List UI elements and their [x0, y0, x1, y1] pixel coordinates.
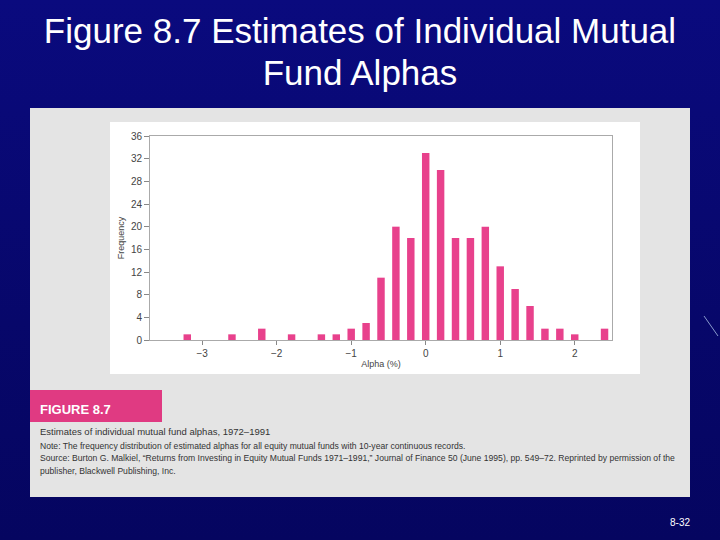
svg-text:16: 16	[131, 244, 143, 255]
svg-text:Frequency: Frequency	[116, 216, 126, 259]
svg-text:4: 4	[136, 312, 142, 323]
svg-text:28: 28	[131, 176, 143, 187]
svg-text:Alpha (%): Alpha (%)	[361, 359, 401, 369]
svg-text:36: 36	[131, 131, 143, 142]
html-text:8-32: 8-32	[670, 517, 690, 528]
svg-text:24: 24	[131, 199, 143, 210]
svg-text:20: 20	[131, 221, 143, 232]
svg-text:12: 12	[131, 267, 143, 278]
html-text:FIGURE 8.7: FIGURE 8.7	[40, 402, 111, 417]
svg-text:−2: −2	[271, 348, 283, 359]
svg-text:1: 1	[497, 348, 503, 359]
svg-text:0: 0	[423, 348, 429, 359]
svg-text:0: 0	[136, 335, 142, 346]
svg-text:32: 32	[131, 153, 143, 164]
html-text:Source: Burton G. Malkiel, “Re: Source: Burton G. Malkiel, “Returns from…	[40, 453, 675, 476]
html-text:Figure 8.7 Estimates of Indivi: Figure 8.7 Estimates of Individual Mutua…	[43, 11, 677, 92]
svg-text:2: 2	[572, 348, 578, 359]
html-text:Estimates of individual mutual: Estimates of individual mutual fund alph…	[40, 426, 271, 437]
html-text:Note: The frequency distributi: Note: The frequency distribution of esti…	[40, 440, 466, 451]
svg-text:−1: −1	[345, 348, 357, 359]
svg-text:−3: −3	[196, 348, 208, 359]
svg-text:8: 8	[136, 289, 142, 300]
